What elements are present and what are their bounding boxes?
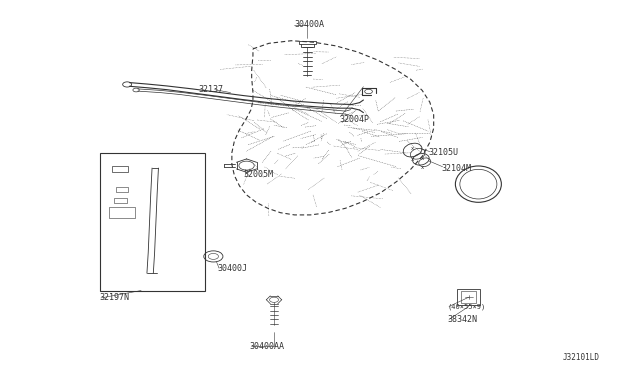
Text: 32005M: 32005M: [243, 170, 273, 179]
Text: x: x: [411, 157, 414, 162]
Bar: [112, 166, 129, 172]
Bar: [100, 153, 205, 291]
Bar: [299, 41, 316, 44]
Text: (40×55×9): (40×55×9): [448, 303, 486, 310]
Text: 32197N: 32197N: [100, 294, 130, 302]
Bar: [458, 289, 480, 305]
Text: x: x: [420, 156, 424, 161]
Text: 32105U: 32105U: [429, 148, 459, 157]
Text: 30400J: 30400J: [218, 264, 248, 273]
Text: 32104M: 32104M: [442, 164, 471, 173]
Text: 38342N: 38342N: [448, 315, 477, 324]
Text: x: x: [411, 146, 414, 151]
Bar: [116, 187, 129, 192]
Text: x: x: [420, 165, 424, 170]
Text: 32004P: 32004P: [339, 115, 369, 124]
Text: 30400A: 30400A: [294, 20, 324, 29]
Text: J32101LD: J32101LD: [563, 353, 600, 362]
Bar: [109, 207, 135, 218]
Bar: [115, 198, 127, 203]
Bar: [461, 291, 476, 303]
Bar: [301, 43, 314, 47]
Text: 32137: 32137: [198, 85, 223, 94]
Text: 30400AA: 30400AA: [250, 341, 285, 350]
